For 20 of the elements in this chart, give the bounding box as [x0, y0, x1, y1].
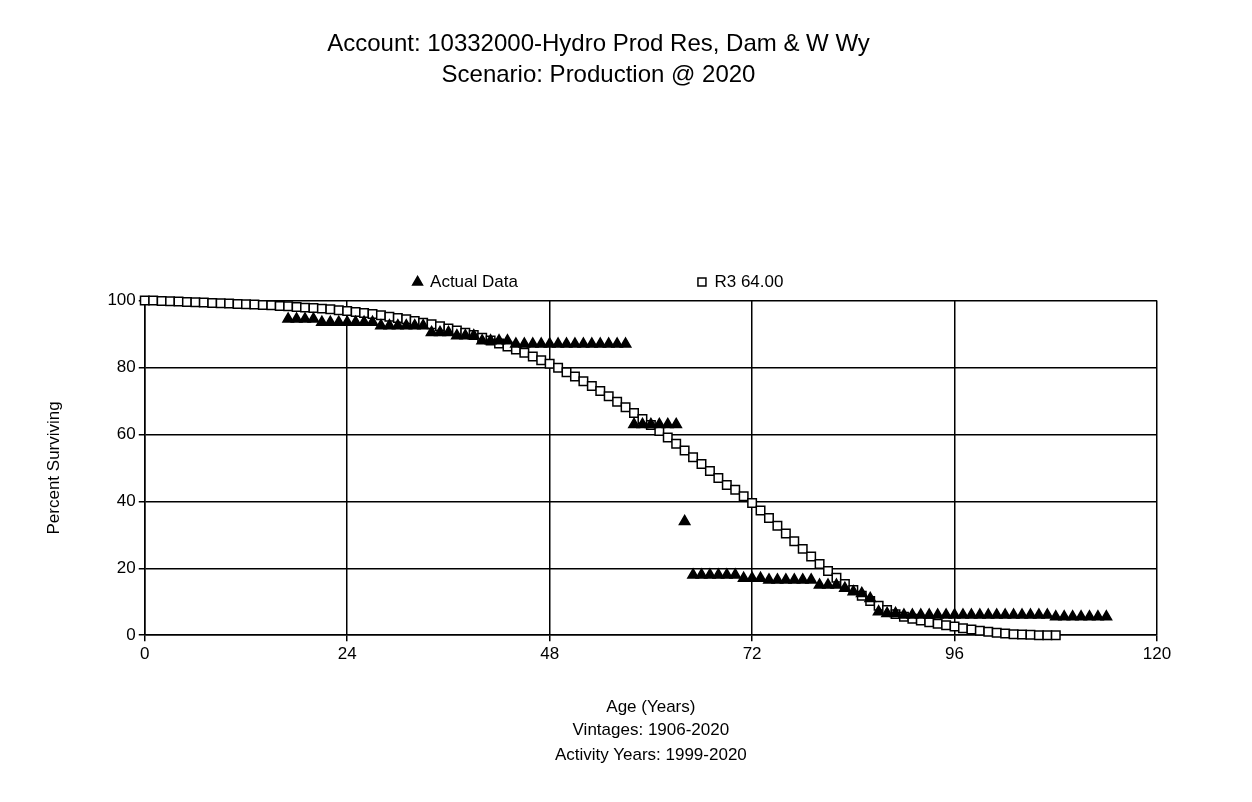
y-tick-label: 40	[116, 491, 136, 511]
x-tick-label: 48	[540, 644, 560, 664]
legend-label: Actual Data	[430, 271, 519, 291]
y-tick-label: 100	[107, 290, 136, 310]
x-tick-label: 0	[140, 644, 150, 664]
y-tick-label: 0	[126, 624, 136, 644]
legend-label: R3 64.00	[714, 271, 784, 291]
y-tick-label: 20	[116, 557, 136, 577]
x-tick-label: 96	[945, 644, 965, 664]
text: Activity Years: 1999-2020	[554, 745, 747, 765]
x-axis-title: Age (Years)	[606, 697, 696, 717]
chart-title: Account: 10332000-Hydro Prod Res, Dam & W Wy	[327, 29, 870, 57]
x-tick-label: 24	[337, 644, 357, 664]
y-axis-title: Percent Surviving	[43, 401, 63, 535]
y-tick-label: 60	[116, 424, 136, 444]
x-tick-label: 120	[1142, 644, 1172, 664]
y-tick-label: 80	[116, 357, 136, 377]
text: Vintages: 1906-2020	[572, 720, 730, 740]
x-tick-label: 72	[742, 644, 762, 664]
chart-subtitle: Scenario: Production @ 2020	[441, 59, 756, 87]
